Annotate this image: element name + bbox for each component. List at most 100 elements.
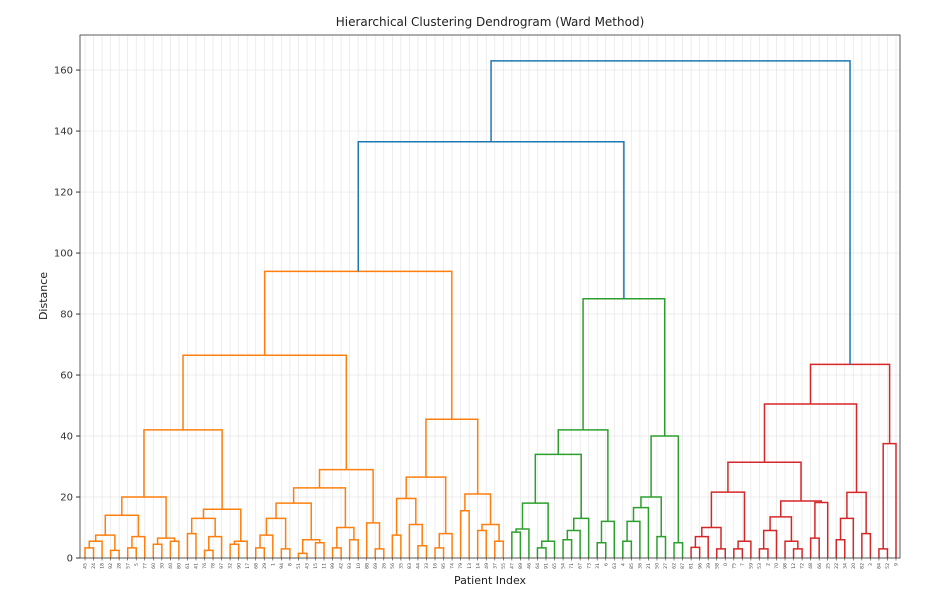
dendrogram-link — [348, 538, 359, 558]
leaf-label: 48 — [808, 563, 814, 569]
leaf-label: 1 — [270, 563, 276, 566]
dendrogram-link — [673, 542, 684, 558]
leaf-label: 2 — [766, 563, 772, 566]
x-axis-label: Patient Index — [454, 574, 527, 587]
y-tick-label: 40 — [60, 432, 73, 443]
dendrogram-link — [84, 547, 95, 558]
leaf-label: 60 — [151, 563, 157, 569]
y-tick-label: 80 — [60, 310, 73, 321]
leaf-label: 21 — [646, 563, 652, 569]
dendrogram-link — [405, 476, 447, 534]
dendrogram-link — [690, 546, 701, 558]
dendrogram-link — [126, 547, 137, 558]
dendrogram-link — [839, 517, 855, 558]
leaf-label: 0 — [723, 563, 729, 566]
dendrogram-link — [626, 520, 641, 558]
leaf-label: 13 — [467, 563, 473, 569]
leaf-label: 47 — [509, 563, 515, 569]
leaf-label: 69 — [373, 563, 379, 569]
leaf-label: 25 — [825, 563, 831, 569]
dendrogram-link — [562, 538, 573, 558]
dendrogram-link — [169, 540, 180, 558]
leaf-label: 31 — [595, 563, 601, 569]
leaf-label: 37 — [492, 563, 498, 569]
dendrogram-link — [208, 535, 223, 558]
leaf-label: 92 — [108, 563, 114, 569]
dendrogram-link — [425, 418, 479, 494]
leaf-label: 10 — [356, 563, 362, 569]
dendrogram-link — [331, 547, 342, 558]
leaf-label: 6 — [603, 563, 609, 566]
leaf-label: 70 — [774, 563, 780, 569]
leaf-label: 51 — [296, 563, 302, 569]
leaf-label: 53 — [757, 563, 763, 569]
leaf-label: 28 — [117, 563, 123, 569]
dendrogram-link — [715, 548, 727, 558]
dendrogram-link — [481, 523, 500, 542]
leaf-label: 35 — [398, 563, 404, 569]
leaf-label: 20 — [851, 563, 857, 569]
dendrogram-link — [769, 516, 793, 542]
leaf-label: 55 — [501, 563, 507, 569]
leaf-label: 9 — [894, 563, 900, 566]
dendrogram-link — [534, 453, 582, 519]
dendrogram-links — [84, 60, 897, 558]
leaf-label: 89 — [518, 563, 524, 569]
dendrogram-link — [835, 538, 846, 558]
leaf-label: 27 — [663, 563, 669, 569]
dendrogram-link — [203, 549, 214, 558]
leaf-label: 71 — [569, 563, 575, 569]
grid — [80, 35, 900, 559]
leaf-label: 88 — [364, 563, 370, 569]
dendrogram-link — [374, 548, 385, 558]
leaf-label: 36 — [637, 563, 643, 569]
dendrogram-link — [280, 548, 291, 558]
leaf-label: 41 — [194, 563, 200, 569]
leaf-label: 68 — [253, 563, 259, 569]
dendrogram-link — [476, 529, 487, 558]
leaf-label: 30 — [159, 563, 165, 569]
dendrogram-link — [632, 506, 650, 558]
dendrogram-link — [156, 537, 176, 545]
dendrogram-link — [297, 552, 308, 558]
dendrogram-link — [490, 60, 851, 365]
dendrogram-link — [434, 547, 445, 558]
leaf-label: 5 — [134, 563, 140, 566]
leaf-label: 58 — [714, 563, 720, 569]
leaf-label: 44 — [416, 563, 422, 569]
y-tick-label: 160 — [54, 66, 73, 77]
leaf-label: 84 — [877, 563, 883, 569]
leaf-label: 24 — [91, 563, 97, 569]
leaf-label: 46 — [527, 563, 533, 569]
y-tick-label: 0 — [67, 554, 73, 565]
dendrogram-link — [758, 548, 769, 558]
dendrogram-link — [882, 442, 897, 558]
dendrogram-link — [104, 514, 140, 537]
dendrogram-link — [737, 540, 752, 558]
dendrogram-link — [357, 140, 625, 299]
dendrogram-link — [292, 487, 347, 528]
dendrogram-link — [572, 517, 590, 558]
leaf-label: 59 — [748, 563, 754, 569]
dendrogram-link — [792, 548, 803, 558]
leaf-label: 66 — [817, 563, 823, 569]
leaf-label: 54 — [561, 563, 567, 569]
dendrogram-link — [515, 528, 530, 558]
dendrogram-link — [259, 534, 274, 558]
dendrogram-link — [600, 520, 616, 558]
dendrogram-link — [656, 535, 667, 558]
leaf-label: 67 — [578, 563, 584, 569]
chart-title: Hierarchical Clustering Dendrogram (Ward… — [336, 15, 645, 29]
dendrogram-link — [265, 517, 287, 549]
x-axis: 45 24 18 92 28 57 5 77 60 30 40 80 61 41 76 78 97 32 90 17 6… — [83, 558, 900, 569]
dendrogram-link — [521, 502, 549, 542]
dendrogram-link — [152, 543, 163, 558]
dendrogram-link — [336, 526, 355, 548]
dendrogram-link — [701, 526, 722, 549]
leaf-label: 52 — [885, 563, 891, 569]
leaf-label: 11 — [322, 563, 328, 569]
dendrogram-link — [109, 549, 120, 558]
dendrogram-link — [762, 529, 778, 558]
leaf-label: 4 — [620, 563, 626, 566]
